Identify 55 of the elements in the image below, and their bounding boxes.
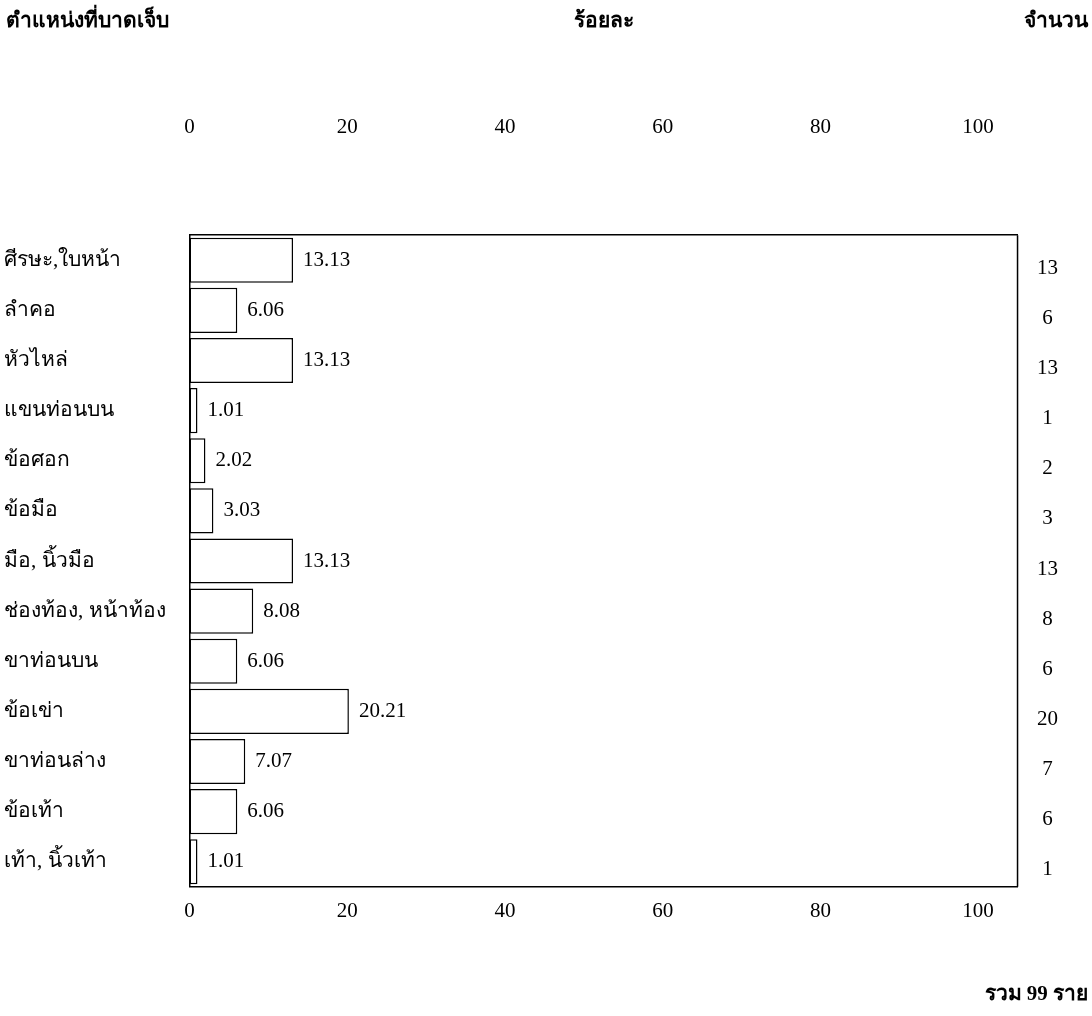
y-tick-label: ข้อศอก bbox=[4, 447, 70, 472]
text: 6 bbox=[1042, 304, 1053, 329]
x-tick-label: 20 bbox=[336, 897, 358, 922]
x2-tick-label: 60 bbox=[652, 114, 674, 139]
text: 13 bbox=[1037, 355, 1059, 380]
y-tick-label: ข้อมือ bbox=[4, 497, 58, 522]
y-tick-label: ข้อเท้า bbox=[4, 798, 64, 823]
x-tick-label: 80 bbox=[809, 897, 831, 922]
data-label: 13.13 bbox=[303, 246, 351, 271]
x-tick-label: 40 bbox=[494, 897, 516, 922]
text: 13 bbox=[1037, 555, 1059, 580]
data-label: 7.07 bbox=[255, 748, 292, 773]
data-label: 2.02 bbox=[215, 447, 253, 472]
x2-tick-label: 20 bbox=[336, 114, 358, 139]
x2-tick-label: 40 bbox=[494, 114, 516, 139]
data-label: 13.13 bbox=[303, 547, 351, 572]
data-label: 6.06 bbox=[247, 296, 285, 321]
text: 6 bbox=[1042, 806, 1053, 831]
x2-tick-label: 80 bbox=[809, 114, 831, 139]
data-label: 1.01 bbox=[207, 397, 245, 422]
y-tick-label: ลำคอ bbox=[4, 296, 56, 321]
y-tick-label: ช่องท้อง, หน้าท้อง bbox=[4, 597, 166, 622]
y-tick-label: แขนท่อนบน bbox=[4, 397, 114, 422]
data-label: 13.13 bbox=[303, 347, 351, 372]
y-tick-label: ข้อเข่า bbox=[4, 697, 64, 722]
x2-tick-label: 100 bbox=[962, 114, 994, 139]
y-tick-label: มือ, นิ้วมือ bbox=[4, 544, 95, 572]
x-tick-label: 60 bbox=[652, 897, 674, 922]
x-tick-label: 100 bbox=[962, 897, 994, 922]
text: 13 bbox=[1037, 254, 1059, 279]
text: 2 bbox=[1042, 455, 1053, 480]
x2-tick-label: 0 bbox=[184, 114, 195, 139]
text: 1 bbox=[1042, 856, 1053, 881]
data-label: 6.06 bbox=[247, 798, 285, 823]
data-label: 1.01 bbox=[207, 848, 245, 873]
y-tick-label: เท้า, นิ้วเท้า bbox=[4, 845, 107, 873]
x2-axis-title: ร้อยละ bbox=[573, 8, 634, 33]
text: รวม 99 ราย bbox=[984, 981, 1088, 1006]
y-axis-title: ตำแหน่งที่บาดเจ็บ bbox=[6, 4, 169, 33]
data-label: 8.08 bbox=[263, 597, 300, 622]
y-tick-label: ขาท่อนล่าง bbox=[4, 748, 106, 773]
y-tick-label: ศีรษะ,ใบหน้า bbox=[4, 246, 122, 271]
x-tick-label: 0 bbox=[184, 897, 195, 922]
text: 7 bbox=[1042, 756, 1053, 781]
text: 1 bbox=[1042, 405, 1053, 430]
text: 8 bbox=[1042, 605, 1053, 630]
text: 20 bbox=[1037, 705, 1059, 730]
y-tick-label: ขาท่อนบน bbox=[4, 647, 98, 672]
y-tick-label: หัวไหล่ bbox=[4, 347, 68, 372]
data-label: 6.06 bbox=[247, 647, 285, 672]
data-label: 3.03 bbox=[223, 497, 261, 522]
y2-axis-title: จำนวน bbox=[1024, 8, 1089, 33]
text: 6 bbox=[1042, 655, 1053, 680]
data-label: 20.21 bbox=[358, 697, 407, 722]
text: 3 bbox=[1042, 505, 1053, 530]
